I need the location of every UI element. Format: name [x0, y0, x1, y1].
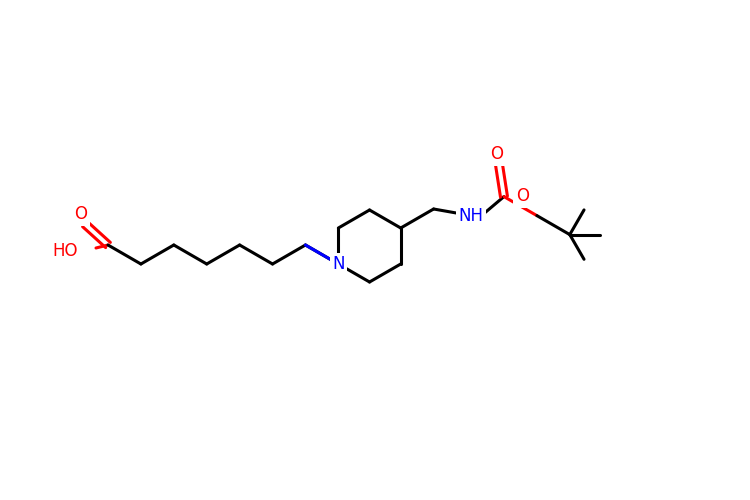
Text: O: O	[490, 146, 503, 164]
Text: N: N	[332, 255, 344, 273]
Text: O: O	[74, 205, 88, 223]
Text: NH: NH	[458, 206, 484, 224]
Text: O: O	[516, 187, 529, 205]
Text: HO: HO	[53, 242, 78, 260]
